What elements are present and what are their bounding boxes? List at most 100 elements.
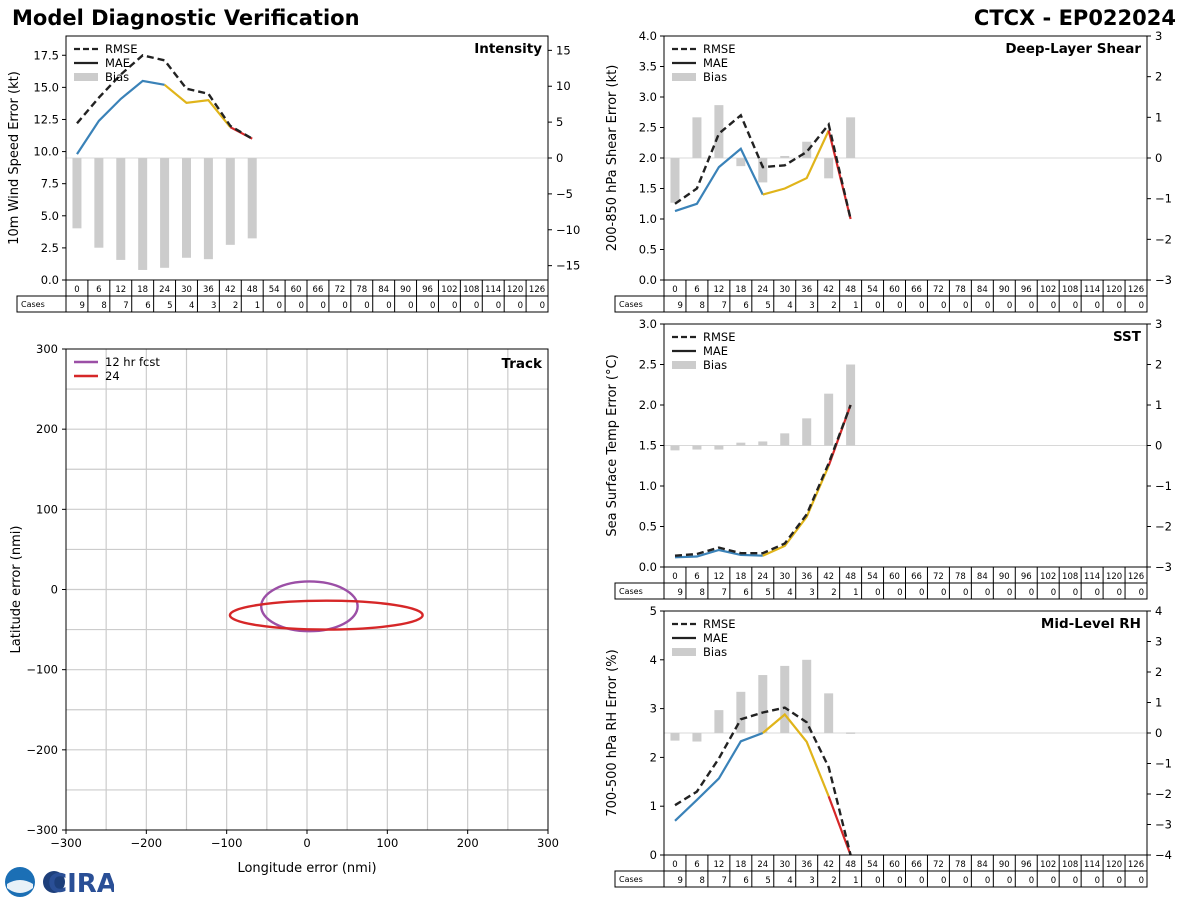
sst-case-count: 8 [699, 588, 704, 598]
sst-case-count: 0 [1073, 588, 1078, 598]
intensity-hour-label: 30 [181, 285, 192, 295]
shear-legend-mae-label: MAE [703, 56, 728, 70]
shear-ytick-label: 1.5 [639, 182, 657, 196]
track-xtick-label: 300 [537, 836, 559, 850]
intensity-hour-label: 120 [507, 285, 523, 295]
shear-bias-bar-18 [736, 158, 746, 167]
track-ellipse-12hr [260, 580, 359, 633]
track-ylabel: Latitude error (nmi) [9, 526, 24, 654]
rh-case-count: 0 [985, 876, 990, 886]
intensity-hour-label: 36 [203, 285, 214, 295]
intensity-legend-rmse-label: RMSE [105, 42, 137, 56]
intensity-bias-bar-18 [138, 158, 148, 270]
shear-hour-label: 120 [1106, 285, 1122, 295]
sst-case-count: 4 [787, 588, 792, 598]
sst-ytick-label: 0.5 [639, 520, 657, 534]
sst-case-count: 9 [678, 588, 683, 598]
rh-bias-bar-0 [670, 733, 680, 741]
sst-y2tick-label: −3 [1155, 560, 1172, 574]
rh-bias-bar-6 [692, 733, 702, 742]
sst-hour-label: 30 [779, 572, 790, 582]
sst-case-count: 0 [1007, 588, 1012, 598]
shear-bias-bar-48 [846, 117, 856, 158]
shear-hour-label: 6 [694, 285, 699, 295]
intensity-hour-label: 84 [378, 285, 389, 295]
sst-hour-label: 42 [823, 572, 834, 582]
shear-y2tick-label: 0 [1155, 151, 1162, 165]
sst-cases-row [614, 582, 1148, 600]
sst-case-count: 0 [1139, 588, 1144, 598]
shear-hour-label: 78 [955, 285, 966, 295]
rh-hour-label: 84 [977, 860, 988, 870]
intensity-hour-label: 78 [356, 285, 367, 295]
shear-hour-label: 12 [713, 285, 724, 295]
intensity-ytick-label: 12.5 [33, 112, 59, 126]
sst-case-count: 3 [809, 588, 814, 598]
sst-mae-line-seg1 [674, 548, 763, 559]
rh-cases-label: Cases [619, 875, 643, 884]
rh-bias-bar-48 [846, 732, 856, 734]
shear-case-count: 0 [1029, 301, 1034, 311]
rh-bias-bar-30 [780, 665, 790, 733]
sst-bias-bar-48 [846, 364, 856, 446]
rh-y2tick-label: 0 [1155, 726, 1162, 740]
intensity-hour-label: 60 [291, 285, 302, 295]
shear-hour-label: 42 [823, 285, 834, 295]
shear-case-count: 8 [699, 301, 704, 311]
sst-ytick-label: 2.5 [639, 358, 657, 372]
shear-bias-bar-0 [670, 158, 680, 203]
shear-case-count: 7 [721, 301, 726, 311]
shear-ytick-label: 1.0 [639, 212, 657, 226]
shear-case-count: 0 [1117, 301, 1122, 311]
track-ytick-label: 100 [36, 502, 58, 516]
shear-hour-label: 30 [779, 285, 790, 295]
sst-case-count: 0 [963, 588, 968, 598]
sst-hour-label: 66 [911, 572, 922, 582]
rh-legend-rmse-label: RMSE [703, 617, 735, 631]
shear-mae-line-seg1 [674, 147, 764, 213]
rh-bias-bar-24 [758, 675, 768, 733]
intensity-bias-bar-0 [72, 158, 82, 229]
sst-rmse-line [674, 404, 852, 557]
rh-y2tick-label: 3 [1155, 635, 1162, 649]
intensity-hour-label: 114 [485, 285, 501, 295]
track-legend-12hr-label: 12 hr fcst [105, 355, 160, 369]
rh-case-count: 0 [1095, 876, 1100, 886]
rh-hour-label: 54 [867, 860, 878, 870]
sst-hour-label: 78 [955, 572, 966, 582]
sst-case-count: 6 [743, 588, 748, 598]
shear-y2tick-label: −3 [1155, 273, 1172, 287]
rh-hour-label: 126 [1128, 860, 1144, 870]
rh-hour-label: 72 [933, 860, 944, 870]
rh-hour-label: 60 [889, 860, 900, 870]
rh-legend-bias-swatch [672, 648, 696, 656]
rh-hour-label: 6 [694, 860, 699, 870]
shear-case-count: 4 [787, 301, 792, 311]
shear-hour-label: 90 [999, 285, 1010, 295]
sst-case-count: 0 [1029, 588, 1034, 598]
sst-hour-label: 60 [889, 572, 900, 582]
intensity-ytick-label: 7.5 [41, 177, 59, 191]
shear-case-count: 6 [743, 301, 748, 311]
rh-y2tick-label: 1 [1155, 696, 1162, 710]
intensity-case-count: 2 [233, 301, 238, 311]
shear-y2tick-label: 3 [1155, 29, 1162, 43]
shear-legend-rmse-label: RMSE [703, 42, 735, 56]
rh-case-count: 0 [1139, 876, 1144, 886]
sst-hour-label: 36 [801, 572, 812, 582]
sst-case-count: 0 [919, 588, 924, 598]
intensity-hour-label: 90 [400, 285, 411, 295]
shear-bias-bar-6 [692, 117, 702, 158]
rh-ytick-label: 5 [650, 604, 657, 618]
sst-bias-bar-0 [670, 445, 680, 451]
sst-legend-mae-label: MAE [703, 344, 728, 358]
track-xtick-label: −200 [131, 836, 163, 850]
intensity-bias-bar-6 [94, 158, 104, 248]
intensity-ytick-label: 2.5 [41, 241, 59, 255]
sst-title: SST [1113, 329, 1142, 345]
intensity-hour-label: 12 [115, 285, 126, 295]
sst-y2tick-label: 3 [1155, 317, 1162, 331]
rh-legend-bias-label: Bias [703, 645, 727, 659]
shear-bias-bar-36 [802, 141, 812, 158]
sst-ytick-label: 0.0 [639, 560, 657, 574]
